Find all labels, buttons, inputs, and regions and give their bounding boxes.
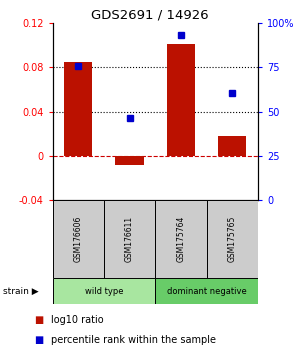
Bar: [52, 200, 104, 278]
Text: ■: ■: [34, 335, 43, 345]
Text: strain ▶: strain ▶: [3, 287, 39, 296]
Bar: [52, 278, 155, 304]
Text: wild type: wild type: [85, 287, 123, 296]
Text: ■: ■: [34, 315, 43, 325]
Text: GSM176611: GSM176611: [125, 216, 134, 262]
Text: dominant negative: dominant negative: [167, 287, 247, 296]
Bar: [155, 278, 258, 304]
Text: percentile rank within the sample: percentile rank within the sample: [51, 335, 216, 345]
Text: GSM175764: GSM175764: [176, 216, 185, 262]
Bar: [116, 156, 144, 165]
Bar: [104, 200, 155, 278]
Bar: [218, 136, 246, 156]
Bar: [167, 44, 195, 156]
Text: log10 ratio: log10 ratio: [51, 315, 104, 325]
Bar: [207, 200, 258, 278]
Text: GDS2691 / 14926: GDS2691 / 14926: [91, 9, 209, 22]
Text: GSM176606: GSM176606: [74, 216, 83, 262]
Bar: [64, 62, 92, 156]
Text: GSM175765: GSM175765: [228, 216, 237, 262]
Bar: [155, 200, 207, 278]
